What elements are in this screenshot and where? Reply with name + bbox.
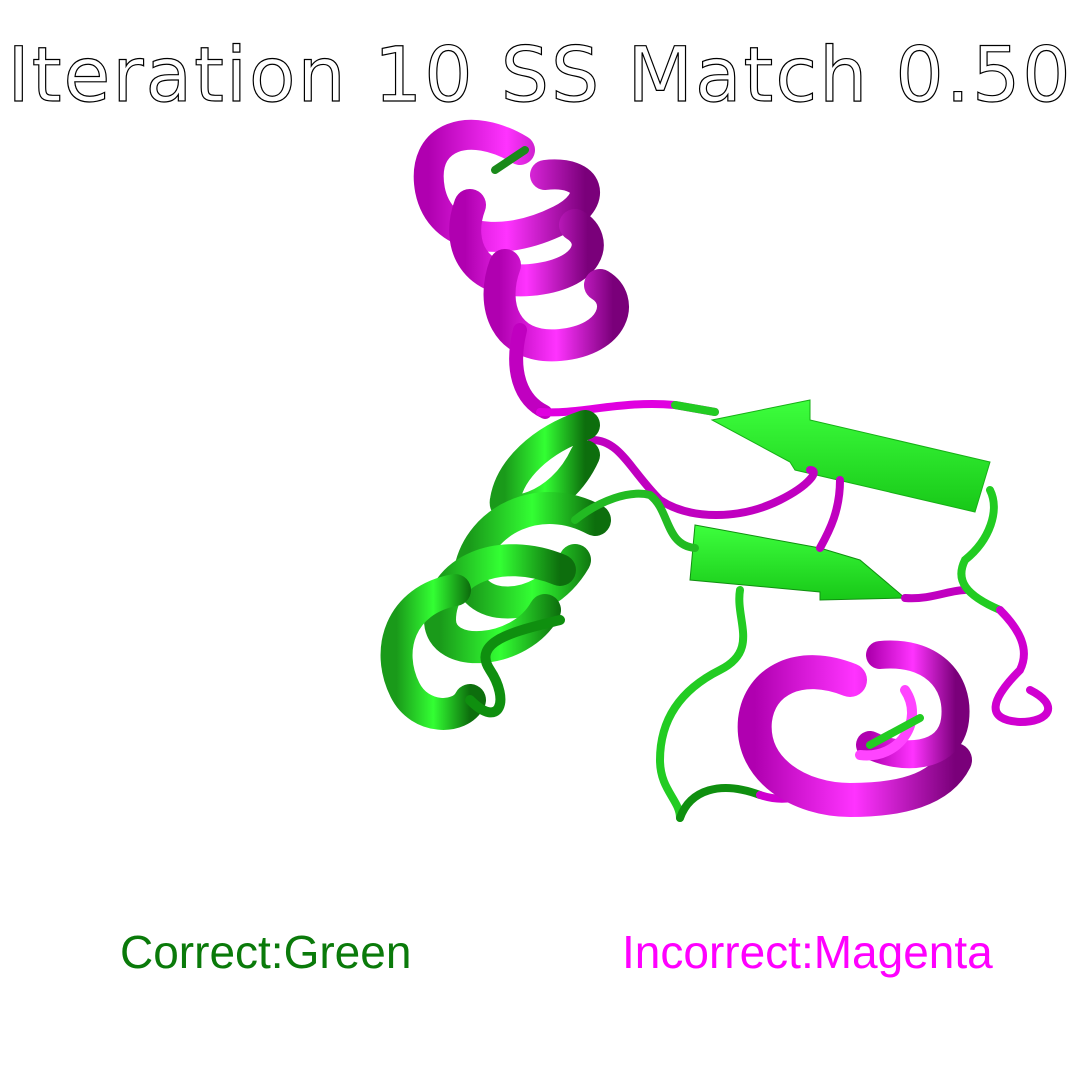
helix-lower-right — [737, 640, 972, 818]
sheet-arrow-lower — [689, 524, 907, 601]
coil-lower — [655, 586, 748, 822]
coil-upper — [536, 399, 719, 417]
legend-incorrect-label: Incorrect:Magenta — [622, 926, 993, 978]
coil-sheet-loop — [588, 436, 818, 519]
helix-left — [380, 410, 699, 730]
iteration-title: Iteration 10 SS Match 0.50 — [7, 29, 1073, 119]
legend-correct-label: Correct:Green — [120, 926, 412, 978]
helix-top — [413, 119, 629, 419]
sheet-arrow-upper — [710, 399, 991, 513]
